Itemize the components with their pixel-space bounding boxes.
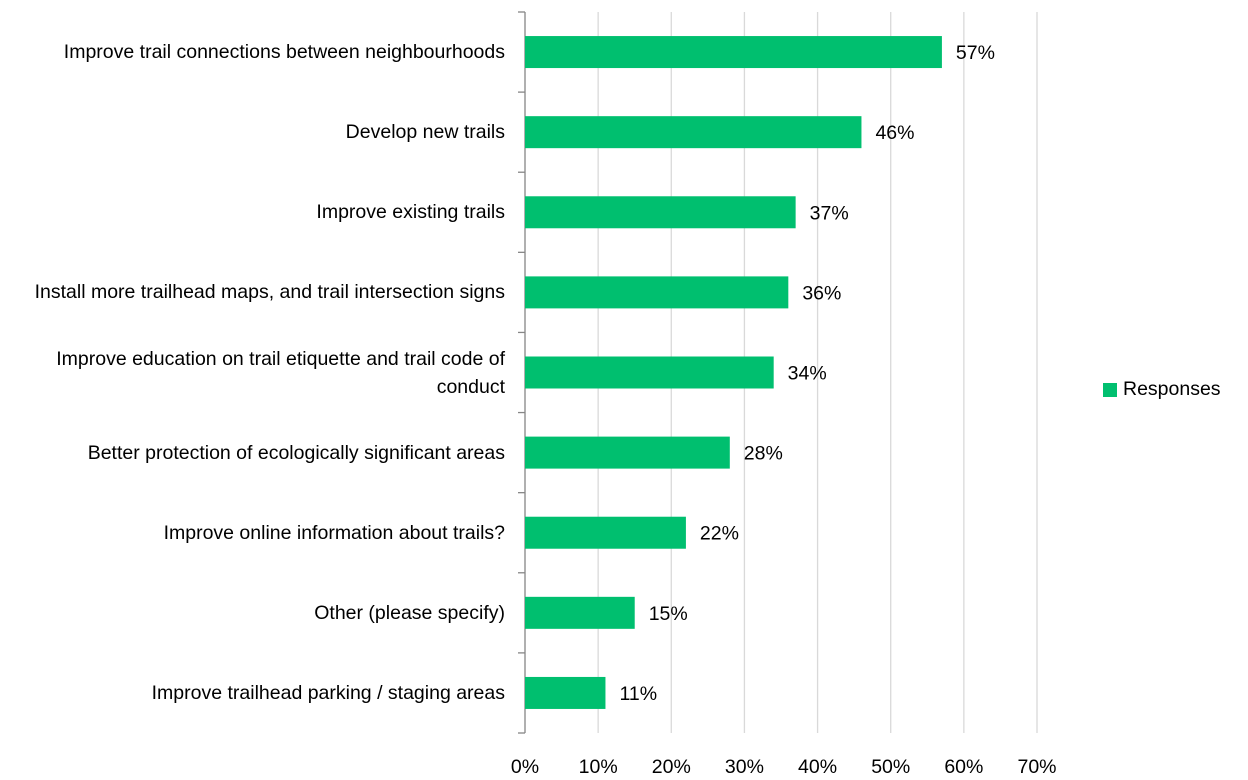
x-tick-label: 0% [511,756,539,778]
category-label-box: Better protection of ecologically signif… [0,413,505,493]
data-label: 57% [956,42,995,64]
x-tick-label: 20% [652,756,691,778]
bar [525,596,635,629]
category-label-box: Improve existing trails [0,172,505,252]
category-label-box: Other (please specify) [0,573,505,653]
category-label-box: Improve education on trail etiquette and… [0,333,505,413]
legend-label-responses: Responses [1123,378,1221,400]
data-label: 22% [700,523,739,545]
category-label-box: Improve online information about trails? [0,493,505,573]
bar [525,676,606,709]
category-label: Improve existing trails [316,201,505,224]
legend: Responses [1103,378,1221,401]
x-tick-label: 60% [944,756,983,778]
bar [525,116,862,149]
data-label: 37% [810,202,849,224]
data-label: 34% [788,363,827,385]
category-label-box: Install more trailhead maps, and trail i… [0,252,505,332]
data-label: 11% [619,683,657,705]
category-label: Install more trailhead maps, and trail i… [34,281,505,304]
category-label: Improve trail connections between neighb… [63,41,505,64]
bar [525,516,686,549]
category-label: Develop new trails [345,121,505,144]
category-label-box: Improve trail connections between neighb… [0,12,505,92]
category-label: Better protection of ecologically signif… [87,441,505,464]
x-tick-label: 50% [871,756,910,778]
x-tick-label: 40% [798,756,837,778]
x-tick-label: 70% [1017,756,1056,778]
data-label: 36% [802,282,841,304]
category-label: Improve online information about trails? [163,521,505,544]
category-label: Improve trailhead parking / staging area… [151,681,505,704]
x-tick-label: 10% [579,756,618,778]
data-label: 28% [744,443,783,465]
bar [525,276,789,309]
bar [525,436,730,469]
x-tick-label: 30% [725,756,764,778]
category-label: Other (please specify) [314,601,505,624]
category-label-box: Improve trailhead parking / staging area… [0,653,505,733]
category-label-box: Develop new trails [0,92,505,172]
bar [525,196,796,229]
legend-swatch-responses [1103,382,1117,397]
data-label: 46% [875,122,914,144]
category-label: Improve education on trail etiquette and… [56,347,505,398]
data-label: 15% [649,603,688,625]
bar [525,36,942,69]
bar [525,356,774,389]
